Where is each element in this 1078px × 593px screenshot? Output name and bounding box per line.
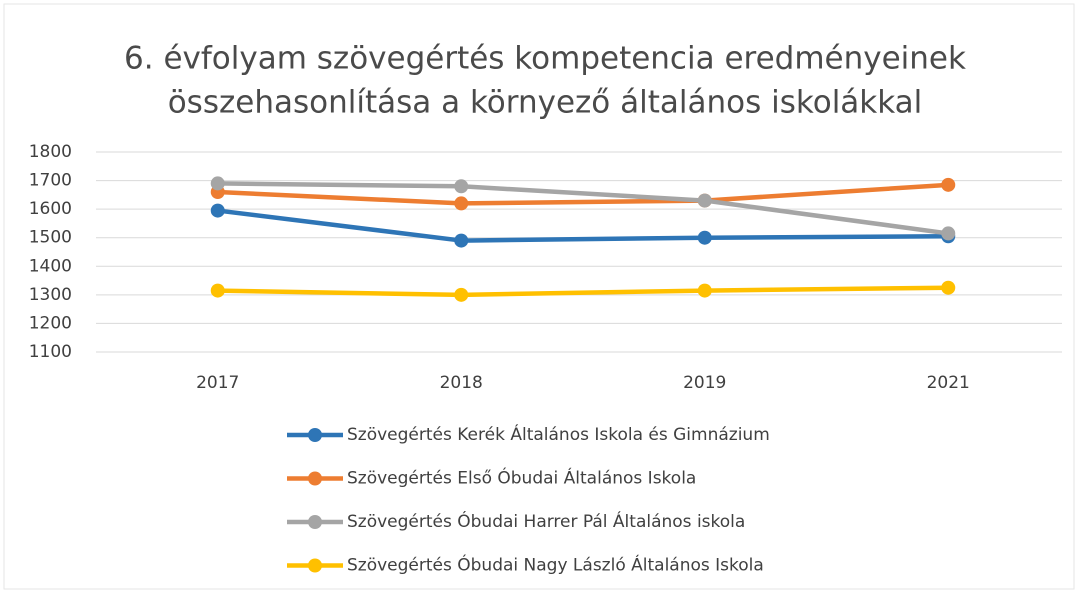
data-point [454,196,469,211]
data-point [454,179,469,194]
series-line [217,208,949,243]
y-tick-label: 1500 [29,228,72,248]
y-tick-label: 1400 [29,256,72,276]
legend-label: Szövegértés Első Óbudai Általános Iskola [347,467,696,489]
data-point [697,283,712,298]
chart-title: összehasonlítása a környező általános is… [168,85,923,121]
x-tick-label: 2019 [683,373,726,393]
legend-marker [308,428,322,442]
series-line [217,285,949,298]
legend-label: Szövegértés Óbudai Nagy László Általános… [347,554,764,576]
y-tick-label: 1700 [29,171,72,191]
data-point [941,226,956,241]
x-tick-label: 2021 [927,373,970,393]
y-tick-label: 1600 [29,199,72,219]
x-tick-label: 2017 [196,373,239,393]
y-tick-label: 1800 [29,142,72,162]
chart-title: 6. évfolyam szövegértés kompetencia ered… [124,41,966,77]
series-line [217,181,949,236]
y-tick-label: 1300 [29,285,72,305]
data-point [941,177,956,192]
legend-marker [308,558,322,573]
y-tick-label: 1100 [29,342,72,362]
data-point [697,230,712,245]
data-point [210,283,225,298]
data-point [454,287,469,302]
data-point [454,233,469,248]
y-tick-label: 1200 [29,313,72,333]
legend-marker [308,471,322,486]
legend-marker [308,515,322,529]
legend-label: Szövegértés Kerék Általános Iskola és Gi… [347,423,770,445]
series-line [217,182,949,206]
data-point [941,280,956,295]
legend-label: Szövegértés Óbudai Harrer Pál Általános … [347,510,745,532]
data-point [210,176,225,191]
data-point [210,203,225,218]
chart-frame [3,3,1075,590]
data-point [697,193,712,208]
x-tick-label: 2018 [440,373,483,393]
